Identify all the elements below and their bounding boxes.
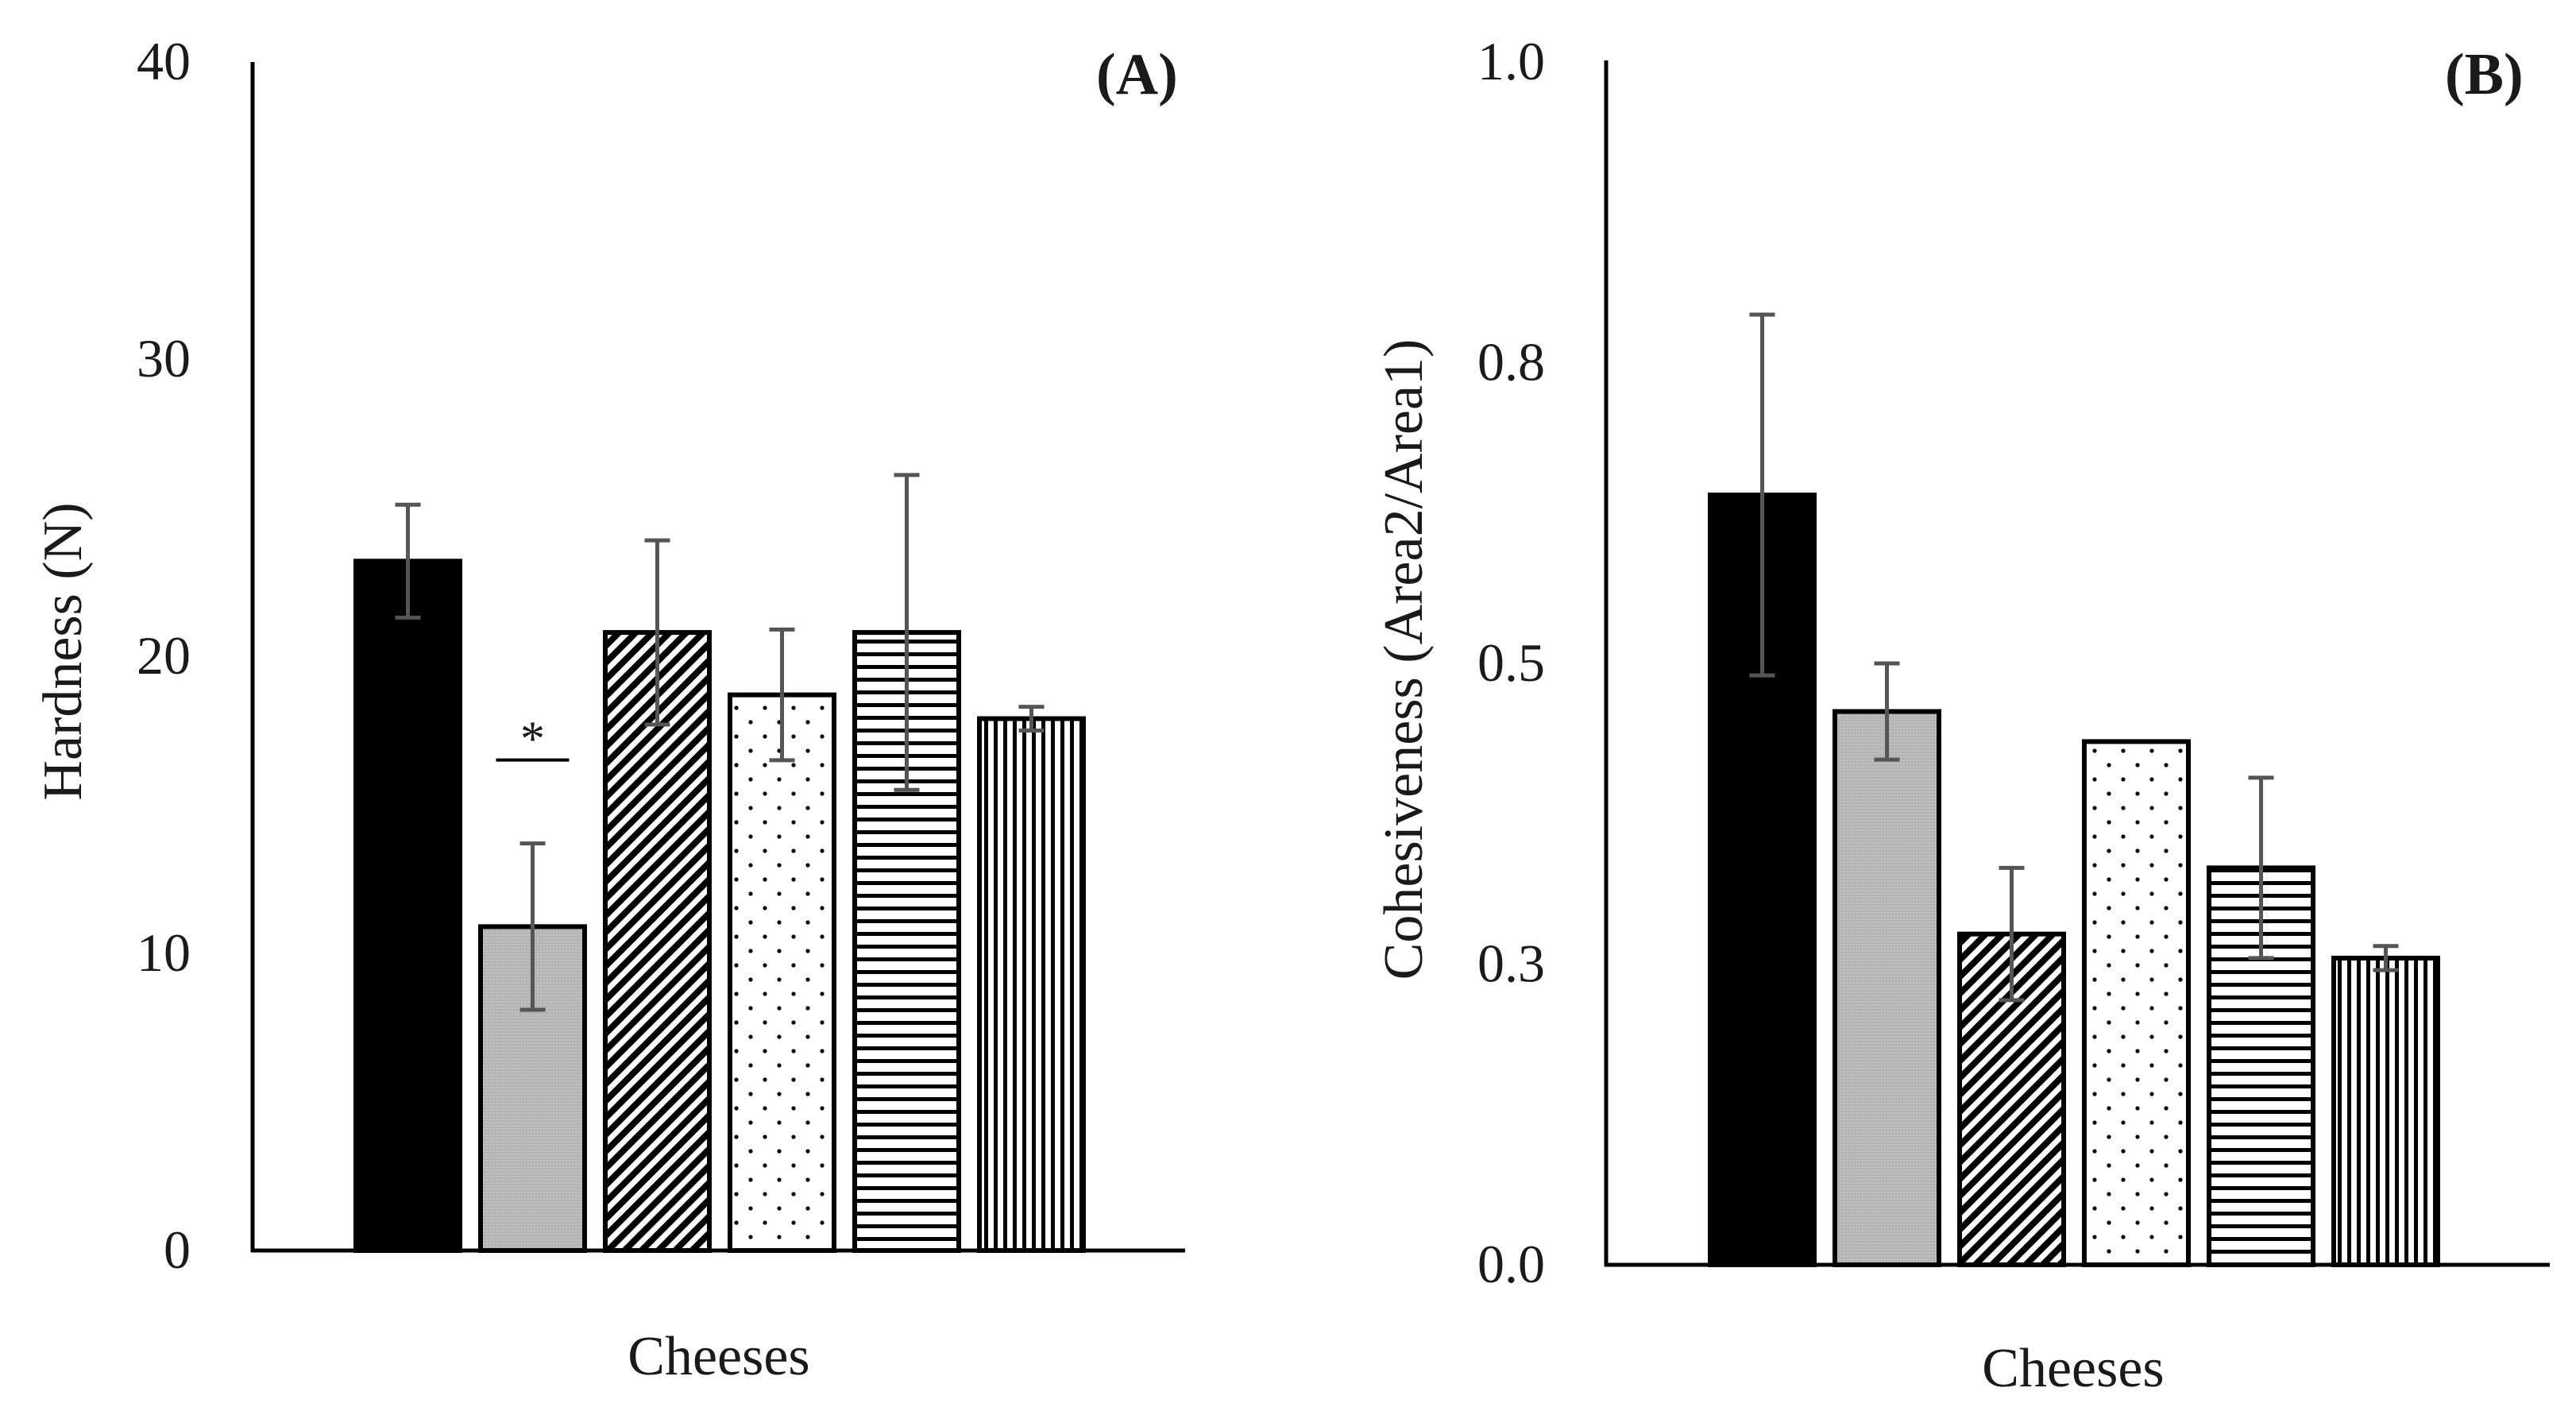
panel-a-bar-3 (603, 630, 712, 1253)
panel-a-errorbar-6 (1018, 705, 1045, 733)
panel-a-ytick-label: 0 (164, 1220, 191, 1280)
panel-b-errorbar-5 (2248, 775, 2274, 961)
panel-a-x-axis-title: Cheeses (628, 1326, 809, 1387)
panel-a-bar-4 (728, 692, 836, 1253)
panel-b-ytick-label: 0.8 (1477, 332, 1545, 392)
panel-a-errorbar-4 (769, 627, 795, 763)
panel-a-label: (A) (1096, 42, 1178, 107)
panel-a-ytick-label: 30 (137, 328, 191, 389)
panel-a-significance-text: * (520, 713, 545, 767)
panel-b-bar-4 (2082, 739, 2191, 1267)
panel-b-bar-2 (1833, 709, 1941, 1267)
chart-panel-b: (B) Cohesiveness (Area2/Area1) Cheeses 0… (1373, 31, 2550, 1399)
panel-a-bar-6 (977, 716, 1086, 1253)
panel-b-ytick-label: 0.3 (1477, 934, 1545, 994)
panel-a-ytick-label: 40 (137, 31, 191, 91)
panel-b-ytick-label: 0.5 (1477, 632, 1545, 693)
panel-a-errorbar-1 (395, 502, 421, 620)
panel-b-ytick-label: 1.0 (1477, 31, 1545, 91)
panel-a-significance-marker: * (496, 713, 570, 767)
panel-b-label: (B) (2445, 42, 2524, 107)
panel-b-errorbar-1 (1749, 312, 1775, 678)
panel-a-errorbar-2 (519, 841, 546, 1012)
panel-b-ytick-label: 0.0 (1477, 1234, 1545, 1294)
panel-b-bar-6 (2331, 955, 2440, 1268)
panel-a-errorbar-3 (644, 538, 670, 727)
panel-b-x-axis-title: Cheeses (1982, 1338, 2164, 1399)
panel-b-errorbar-3 (1999, 865, 2025, 1003)
panel-b-y-axis-title: Cohesiveness (Area2/Area1) (1373, 339, 1435, 980)
chart-panel-a: (A) Hardness (N) Cheeses 0 10 20 30 40 * (33, 31, 1185, 1387)
panel-a-bar-1 (353, 559, 462, 1253)
panel-b-errorbar-6 (2373, 944, 2399, 972)
panel-a-y-axis-title: Hardness (N) (33, 502, 94, 800)
panel-a-ytick-label: 20 (137, 625, 191, 686)
panel-a-errorbar-5 (894, 473, 920, 792)
panel-a-ytick-label: 10 (137, 922, 191, 983)
panel-b-errorbar-2 (1874, 661, 1900, 762)
